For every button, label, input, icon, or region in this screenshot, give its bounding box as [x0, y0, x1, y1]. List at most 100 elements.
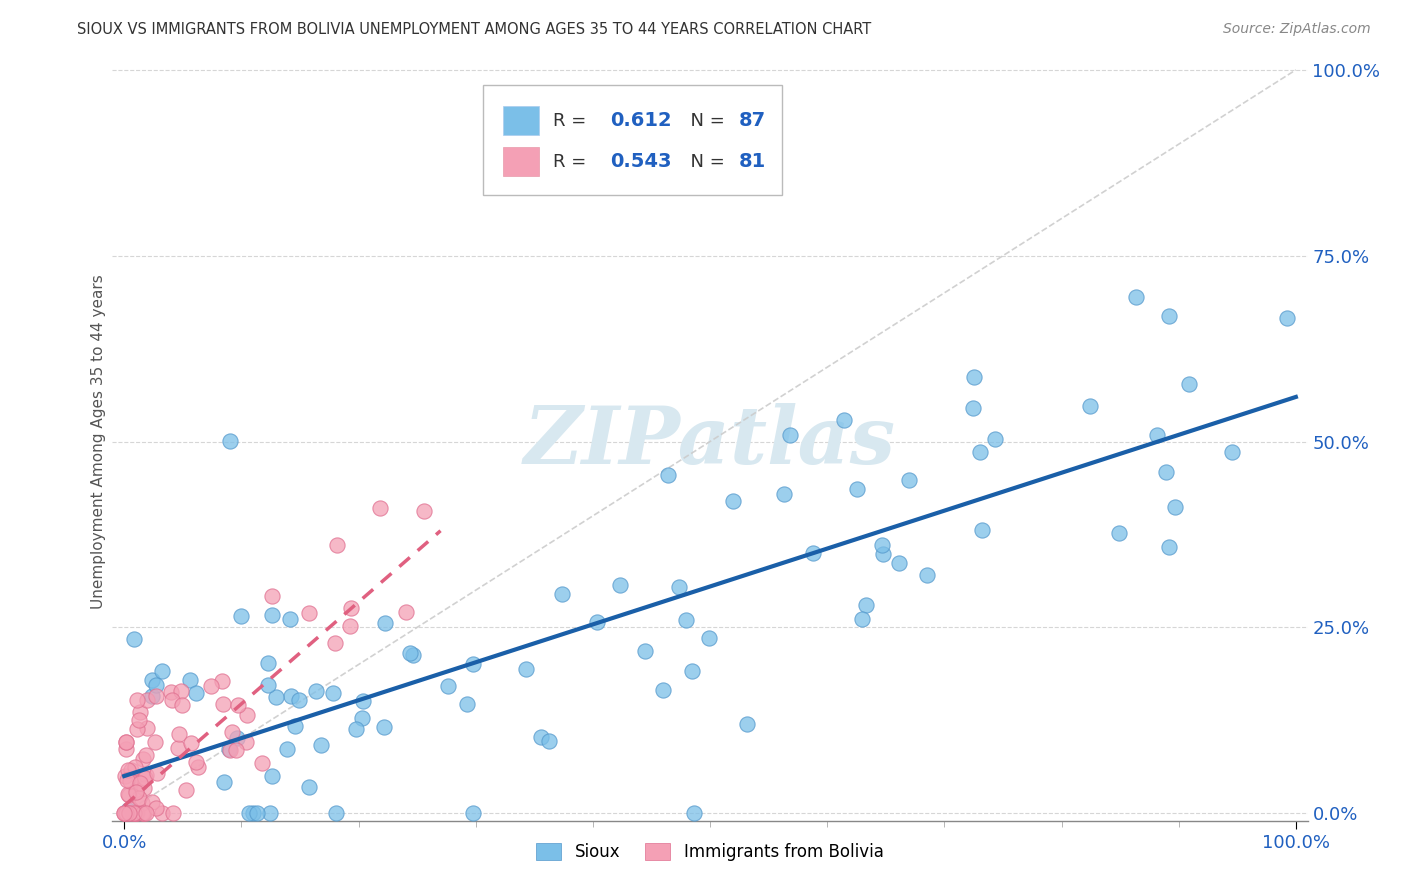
Point: [463, 806, 485, 821]
Point: [115, 772, 138, 787]
Point: [374, 616, 396, 631]
Point: [872, 547, 894, 561]
Point: [322, 686, 344, 700]
Point: [851, 612, 873, 626]
Point: [1125, 289, 1147, 303]
Point: [413, 503, 436, 517]
Point: [538, 734, 561, 748]
Text: N =: N =: [679, 153, 731, 170]
Point: [1275, 310, 1298, 325]
Point: [170, 698, 193, 712]
Point: [1164, 500, 1187, 515]
Point: [897, 473, 920, 487]
Point: [118, 806, 141, 821]
Point: [657, 468, 679, 483]
Point: [846, 483, 869, 497]
Point: [1220, 445, 1243, 459]
Point: [1154, 465, 1177, 479]
Point: [211, 673, 233, 688]
Point: [325, 806, 347, 821]
Point: [141, 673, 163, 688]
Point: [120, 763, 142, 777]
Text: R =: R =: [554, 112, 592, 130]
Point: [1157, 540, 1180, 554]
Point: [122, 806, 145, 821]
Point: [235, 735, 257, 749]
Point: [373, 720, 395, 734]
Y-axis label: Unemployment Among Ages 35 to 44 years: Unemployment Among Ages 35 to 44 years: [91, 274, 105, 609]
Point: [120, 802, 142, 816]
Point: [170, 683, 193, 698]
Point: [399, 646, 422, 660]
Point: [325, 538, 347, 552]
Point: [969, 445, 991, 459]
Point: [972, 523, 994, 537]
Text: 87: 87: [738, 112, 766, 130]
Text: SIOUX VS IMMIGRANTS FROM BOLIVIA UNEMPLOYMENT AMONG AGES 35 TO 44 YEARS CORRELAT: SIOUX VS IMMIGRANTS FROM BOLIVIA UNEMPLO…: [77, 22, 872, 37]
Point: [266, 690, 288, 704]
Point: [118, 774, 141, 789]
Point: [1108, 526, 1130, 541]
Point: [127, 693, 149, 707]
Point: [238, 806, 260, 821]
Point: [456, 697, 478, 711]
Point: [915, 568, 938, 582]
Point: [117, 787, 139, 801]
Text: 81: 81: [738, 153, 766, 171]
Point: [515, 662, 537, 676]
Point: [131, 806, 153, 821]
Point: [200, 679, 222, 693]
Point: [146, 765, 169, 780]
Point: [135, 748, 157, 763]
Point: [187, 760, 209, 774]
Point: [683, 806, 706, 821]
Text: ZIPatlas: ZIPatlas: [524, 403, 896, 480]
Point: [250, 756, 273, 770]
Point: [160, 693, 183, 707]
Point: [311, 738, 333, 752]
Point: [125, 806, 148, 821]
Point: [145, 801, 167, 815]
Point: [340, 601, 363, 615]
Point: [115, 735, 138, 749]
Point: [211, 698, 233, 712]
Point: [135, 806, 157, 821]
Point: [735, 717, 758, 731]
Point: [368, 501, 391, 516]
Point: [984, 432, 1007, 446]
Point: [344, 722, 367, 736]
Point: [218, 741, 240, 756]
Point: [122, 806, 145, 821]
Point: [551, 587, 574, 601]
Point: [287, 693, 309, 707]
Point: [298, 780, 321, 794]
Point: [150, 664, 173, 678]
Text: N =: N =: [679, 112, 731, 130]
Point: [323, 636, 346, 650]
Point: [128, 775, 150, 789]
Point: [150, 806, 173, 821]
Point: [129, 705, 152, 719]
Point: [305, 684, 328, 698]
Point: [260, 607, 283, 622]
Point: [652, 683, 675, 698]
Point: [284, 719, 307, 733]
Point: [832, 413, 855, 427]
Point: [395, 605, 418, 619]
Point: [117, 764, 139, 778]
FancyBboxPatch shape: [503, 106, 538, 136]
Point: [246, 806, 269, 821]
Point: [218, 434, 240, 448]
Point: [221, 725, 243, 739]
Text: 0.543: 0.543: [610, 153, 671, 171]
Point: [134, 771, 156, 785]
Point: [118, 806, 141, 821]
Point: [870, 538, 893, 552]
Point: [141, 689, 163, 703]
Point: [1146, 428, 1168, 442]
Point: [114, 769, 136, 783]
Point: [112, 806, 135, 821]
Point: [160, 684, 183, 698]
Point: [1177, 376, 1199, 391]
Point: [963, 369, 986, 384]
